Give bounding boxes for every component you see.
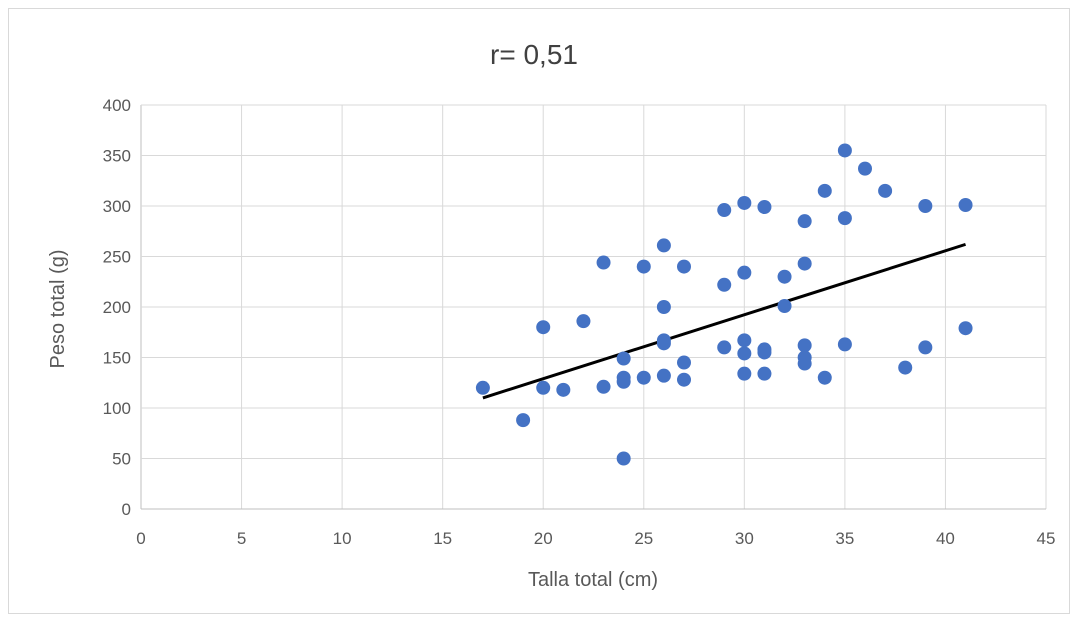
data-points <box>475 143 973 466</box>
data-point <box>918 340 933 355</box>
y-tick-label: 400 <box>103 96 131 115</box>
data-point <box>616 374 631 389</box>
data-point <box>516 413 531 428</box>
data-point <box>737 366 752 381</box>
data-point <box>878 183 893 198</box>
scatter-chart: r= 0,51 0 5 10 15 20 25 30 35 40 45 0 50 100 150 200 25… <box>47 39 1056 591</box>
x-tick-label: 40 <box>936 529 955 548</box>
data-point <box>817 370 832 385</box>
data-point <box>737 195 752 210</box>
data-point <box>636 259 651 274</box>
x-tick-label: 0 <box>136 529 145 548</box>
data-point <box>636 370 651 385</box>
y-tick-label: 150 <box>103 349 131 368</box>
data-point <box>475 380 490 395</box>
data-point <box>576 314 591 329</box>
gridlines <box>140 104 1047 510</box>
data-point <box>797 256 812 271</box>
data-point <box>656 336 671 351</box>
chart-area: r= 0,51 0 5 10 15 20 25 30 35 40 45 0 50 100 150 200 25… <box>8 8 1070 614</box>
x-tick-label: 10 <box>333 529 352 548</box>
trendline <box>482 242 967 400</box>
data-point <box>737 333 752 348</box>
y-tick-label: 100 <box>103 399 131 418</box>
data-point <box>536 320 551 335</box>
data-point <box>556 382 571 397</box>
data-point <box>837 143 852 158</box>
data-point <box>536 380 551 395</box>
y-tick-label: 350 <box>103 147 131 166</box>
data-point <box>717 203 732 218</box>
data-point <box>677 259 691 274</box>
data-point <box>777 269 792 284</box>
data-point <box>737 265 752 280</box>
x-tick-label: 5 <box>237 529 246 548</box>
data-point <box>656 300 671 314</box>
y-tick-label: 250 <box>103 248 131 267</box>
x-tick-label: 15 <box>433 529 452 548</box>
x-tick-label: 20 <box>534 529 553 548</box>
data-point <box>858 161 872 176</box>
x-tick-label: 25 <box>634 529 653 548</box>
data-point <box>958 197 973 212</box>
data-point <box>797 356 812 371</box>
trendline-group <box>482 242 967 400</box>
data-point <box>757 345 772 360</box>
data-point <box>797 214 812 229</box>
data-point <box>616 351 631 366</box>
y-tick-label: 200 <box>103 298 131 317</box>
data-point <box>596 255 611 270</box>
y-tick-label: 0 <box>122 500 131 519</box>
data-point <box>817 183 832 198</box>
y-tick-label: 300 <box>103 197 131 216</box>
x-tick-label: 45 <box>1037 529 1056 548</box>
data-point <box>898 360 913 375</box>
x-tick-label: 35 <box>835 529 854 548</box>
data-point <box>656 238 671 253</box>
data-point <box>797 338 812 353</box>
data-point <box>918 199 933 213</box>
data-point <box>677 372 691 387</box>
x-axis-title: Talla total (cm) <box>528 569 658 591</box>
data-point <box>757 366 772 381</box>
data-point <box>717 277 732 292</box>
data-point <box>837 211 852 226</box>
data-point <box>777 298 792 313</box>
data-point <box>596 379 611 394</box>
x-tick-label: 30 <box>735 529 754 548</box>
tick-labels: 0 5 10 15 20 25 30 35 40 45 0 50 100 150 200 250 300 350 4… <box>103 96 1056 548</box>
data-point <box>757 200 772 215</box>
data-point <box>737 346 752 361</box>
data-point <box>837 337 852 352</box>
data-point <box>958 321 973 336</box>
data-point <box>717 340 732 355</box>
data-point <box>616 451 631 466</box>
data-point <box>656 368 671 383</box>
data-point <box>677 355 691 370</box>
y-axis-title: Peso total (g) <box>47 250 69 369</box>
y-tick-label: 50 <box>112 450 131 469</box>
chart-title: r= 0,51 <box>490 39 578 70</box>
